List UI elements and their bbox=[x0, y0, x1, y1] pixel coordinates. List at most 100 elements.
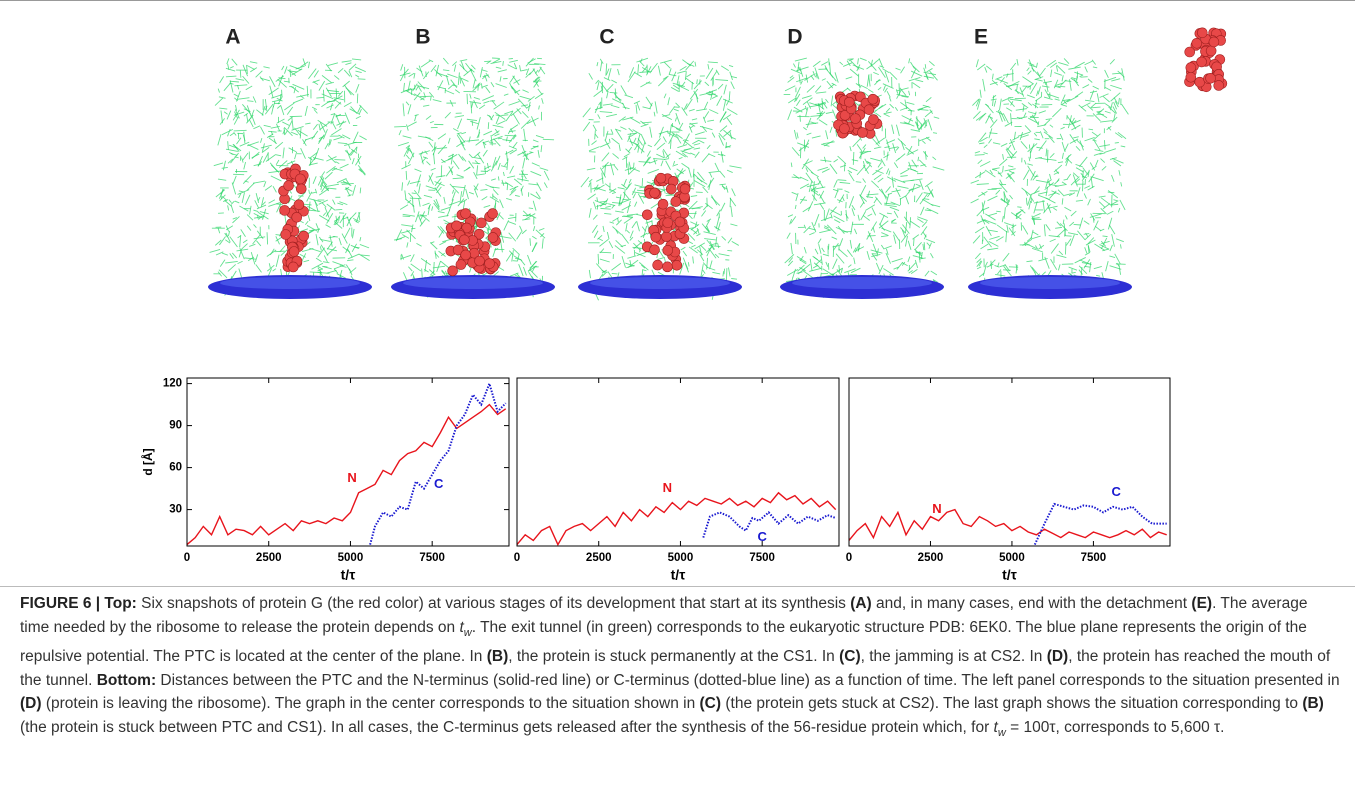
tunnel-strand bbox=[1059, 251, 1063, 255]
series-line bbox=[1035, 504, 1167, 545]
tunnel-strand bbox=[1122, 104, 1129, 114]
tunnel-strand bbox=[353, 132, 358, 144]
tunnel-strand bbox=[218, 179, 226, 180]
series-label: N bbox=[663, 480, 672, 495]
tunnel-strand bbox=[1056, 255, 1066, 258]
tunnel-strand bbox=[356, 116, 361, 118]
tunnel-strand bbox=[993, 143, 1000, 145]
tunnel-strand bbox=[539, 228, 544, 230]
tunnel-strand bbox=[794, 130, 796, 139]
caption-run: = 100τ, corresponds to 5,600 τ. bbox=[1006, 719, 1225, 736]
tunnel-strand bbox=[1085, 100, 1094, 101]
tunnel-strand bbox=[720, 171, 725, 177]
tunnel-strand bbox=[853, 139, 861, 147]
tunnel-strand bbox=[646, 220, 648, 229]
tunnel-strand bbox=[1105, 87, 1111, 90]
tunnel-strand bbox=[1096, 275, 1100, 276]
tunnel-strand bbox=[872, 208, 876, 216]
tunnel-strand bbox=[605, 206, 611, 207]
tunnel-strand bbox=[1118, 98, 1119, 105]
tunnel-strand bbox=[480, 67, 482, 77]
tunnel-strand bbox=[795, 205, 796, 209]
tunnel-strand bbox=[856, 182, 861, 183]
tunnel-strand bbox=[1113, 200, 1118, 201]
tunnel-strand bbox=[587, 168, 595, 170]
tunnel-strand bbox=[712, 243, 717, 245]
tunnel-strand bbox=[425, 137, 433, 141]
tunnel-strand bbox=[991, 99, 997, 100]
tunnel-strand bbox=[699, 140, 705, 143]
tunnel-strand bbox=[508, 217, 516, 218]
tunnel-strand bbox=[419, 66, 423, 77]
tunnel-strand bbox=[275, 251, 285, 252]
tunnel-strand bbox=[314, 109, 317, 113]
tunnel-strand bbox=[472, 163, 480, 164]
tunnel-strand bbox=[615, 211, 623, 212]
tunnel-strand bbox=[359, 105, 367, 114]
tunnel-strand bbox=[276, 204, 282, 205]
tunnel-strand bbox=[723, 99, 725, 110]
tunnel-strand bbox=[851, 222, 853, 235]
tunnel-strand bbox=[824, 157, 825, 162]
tunnel-strand bbox=[973, 235, 980, 243]
tunnel-strand bbox=[863, 178, 866, 182]
tunnel-strand bbox=[861, 85, 868, 88]
tunnel-strand bbox=[308, 215, 310, 221]
tunnel-strand bbox=[669, 68, 671, 74]
tunnel-strand bbox=[895, 107, 897, 110]
tunnel-strand bbox=[426, 116, 431, 120]
tunnel-strand bbox=[642, 66, 647, 72]
tunnel-strand bbox=[887, 140, 890, 152]
tunnel-strand bbox=[247, 66, 255, 70]
tunnel-strand bbox=[1005, 169, 1016, 171]
tunnel-strand bbox=[328, 63, 338, 66]
tunnel-strand bbox=[635, 202, 637, 207]
tunnel-strand bbox=[854, 258, 855, 264]
tunnel-strand bbox=[709, 171, 719, 172]
tunnel-strand bbox=[230, 81, 239, 82]
protein-bead bbox=[857, 128, 867, 138]
tunnel-strand bbox=[535, 93, 543, 99]
tunnel-strand bbox=[664, 94, 666, 99]
tunnel-strand bbox=[598, 238, 603, 240]
tunnel-strand bbox=[707, 145, 710, 149]
tunnel-strand bbox=[975, 151, 980, 153]
tunnel-strand bbox=[342, 183, 354, 184]
tunnel-strand bbox=[222, 167, 228, 168]
tunnel-strand bbox=[600, 112, 612, 113]
tunnel-strand bbox=[1039, 111, 1046, 114]
tunnel-strand bbox=[980, 244, 988, 249]
tunnel-strand bbox=[352, 158, 354, 164]
tunnel-strand bbox=[814, 263, 821, 269]
tunnel-strand bbox=[878, 87, 881, 90]
tunnel-strand bbox=[342, 61, 352, 62]
tunnel-strand bbox=[915, 242, 921, 249]
tunnel-strand bbox=[1061, 104, 1067, 106]
tunnel-strand bbox=[487, 169, 490, 171]
tunnel-strand bbox=[1036, 180, 1049, 182]
tunnel-strand bbox=[810, 259, 812, 271]
tunnel-strand bbox=[410, 198, 422, 199]
tunnel-strand bbox=[697, 79, 698, 84]
tunnel-strand bbox=[533, 140, 538, 142]
series-label: N bbox=[347, 470, 356, 485]
tunnel-strand bbox=[238, 190, 250, 195]
tunnel-strand bbox=[469, 192, 474, 194]
tunnel-strand bbox=[501, 166, 507, 168]
tunnel-strand bbox=[908, 110, 915, 111]
x-axis-label: t/τ bbox=[671, 567, 687, 583]
tunnel-strand bbox=[1104, 140, 1105, 149]
tunnel-strand bbox=[925, 271, 929, 276]
tunnel-strand bbox=[618, 69, 620, 75]
tunnel-strand bbox=[1052, 108, 1061, 117]
tunnel-strand bbox=[530, 238, 531, 245]
tunnel-strand bbox=[975, 253, 980, 259]
series-line bbox=[517, 493, 836, 545]
tunnel-strand bbox=[624, 189, 625, 198]
tunnel-strand bbox=[1029, 157, 1030, 161]
tunnel-strand bbox=[990, 120, 997, 128]
tunnel-strand bbox=[866, 197, 873, 198]
tunnel-strand bbox=[329, 237, 336, 238]
tunnel-strand bbox=[884, 112, 892, 114]
tunnel-strand bbox=[1076, 146, 1080, 150]
